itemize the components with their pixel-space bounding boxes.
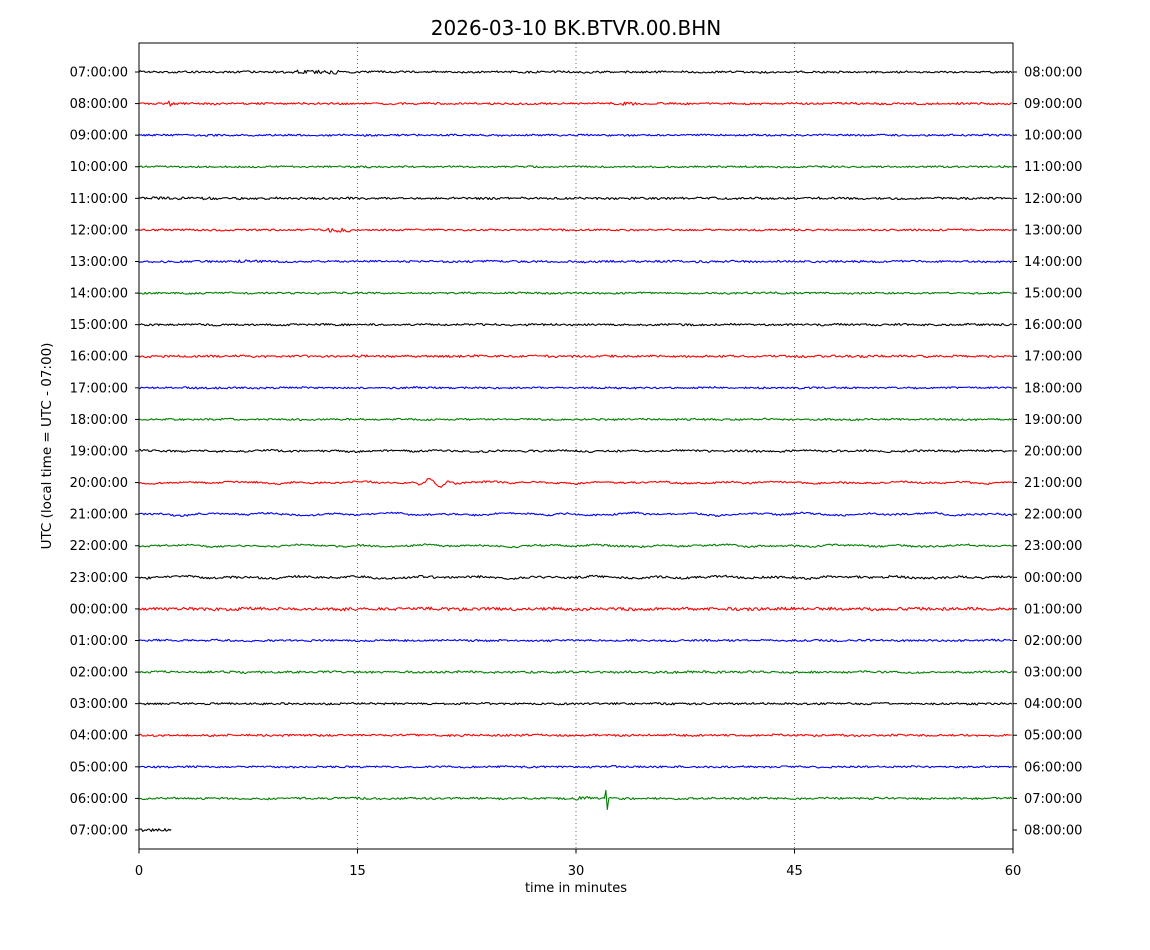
row-label-right: 17:00:00 [1024,350,1082,365]
trace-row-22-05:00:00 [139,765,1013,769]
trace-row-13-20:00:00 [138,478,1013,488]
row-label-left: 20:00:00 [70,476,128,491]
row-label-left: 23:00:00 [70,571,128,586]
trace-row-24-07:00:00 [138,828,172,832]
row-label-left: 10:00:00 [70,160,128,175]
plot-title: 2026-03-10 BK.BTVR.00.BHN [430,16,722,40]
row-label-left: 18:00:00 [70,413,128,428]
row-label-right: 20:00:00 [1024,444,1082,459]
row-label-left: 22:00:00 [70,539,128,554]
row-label-left: 01:00:00 [70,634,128,649]
trace-row-15-22:00:00 [138,543,1013,549]
row-label-right: 00:00:00 [1024,571,1082,586]
x-axis-label: time in minutes [524,881,628,896]
row-label-left: 21:00:00 [70,508,128,523]
row-label-left: 13:00:00 [70,255,128,270]
row-label-right: 12:00:00 [1024,192,1082,207]
trace-row-20-03:00:00 [138,701,1013,706]
x-tick-label: 60 [1005,864,1022,879]
x-tick-label: 15 [349,864,366,879]
row-label-left: 15:00:00 [70,318,128,333]
row-label-right: 04:00:00 [1024,697,1082,712]
row-label-left: 14:00:00 [70,287,128,302]
row-label-left: 03:00:00 [70,697,128,712]
trace-row-23-06:00:00 [138,789,1013,810]
row-label-left: 08:00:00 [70,97,128,112]
row-label-left: 04:00:00 [70,729,128,744]
row-label-right: 08:00:00 [1024,66,1082,81]
row-label-right: 18:00:00 [1024,381,1082,396]
x-tick-label: 30 [568,864,585,879]
x-tick-label: 0 [135,864,143,879]
row-label-right: 03:00:00 [1024,666,1082,681]
trace-row-7-14:00:00 [138,291,1013,295]
row-label-right: 07:00:00 [1024,792,1082,807]
row-label-left: 07:00:00 [70,823,128,838]
row-label-left: 11:00:00 [70,192,128,207]
trace-row-1-08:00:00 [138,100,1013,107]
row-label-left: 02:00:00 [70,666,128,681]
row-label-right: 14:00:00 [1024,255,1082,270]
row-label-left: 00:00:00 [70,602,128,617]
trace-row-4-11:00:00 [138,196,1013,201]
row-label-left: 16:00:00 [70,350,128,365]
trace-row-0-07:00:00 [138,69,1013,75]
row-label-right: 09:00:00 [1024,97,1082,112]
row-label-right: 21:00:00 [1024,476,1082,491]
row-label-right: 11:00:00 [1024,160,1082,175]
row-label-right: 16:00:00 [1024,318,1082,333]
row-label-right: 02:00:00 [1024,634,1082,649]
trace-row-10-17:00:00 [138,386,1013,390]
x-tick-label: 45 [786,864,803,879]
row-label-left: 05:00:00 [70,760,128,775]
row-label-right: 19:00:00 [1024,413,1082,428]
row-label-left: 09:00:00 [70,129,128,144]
trace-row-19-02:00:00 [138,670,1013,675]
trace-row-18-01:00:00 [138,638,1013,643]
row-label-left: 06:00:00 [70,792,128,807]
trace-row-17-00:00:00 [138,606,1013,612]
row-label-left: 17:00:00 [70,381,128,396]
row-label-right: 23:00:00 [1024,539,1082,554]
trace-row-2-09:00:00 [138,133,1013,137]
trace-row-14-21:00:00 [138,511,1013,518]
trace-row-5-12:00:00 [138,227,1012,233]
trace-row-21-04:00:00 [138,733,1012,738]
trace-row-3-10:00:00 [138,165,1012,169]
trace-row-11-18:00:00 [138,417,1013,422]
trace-row-12-19:00:00 [138,448,1013,454]
row-label-right: 22:00:00 [1024,508,1082,523]
row-label-right: 01:00:00 [1024,602,1082,617]
row-label-left: 07:00:00 [70,66,128,81]
y-axis-label: UTC (local time = UTC - 07:00) [39,342,55,550]
trace-row-16-23:00:00 [138,574,1013,581]
trace-row-6-13:00:00 [138,259,1013,264]
trace-row-9-16:00:00 [138,354,1013,359]
row-label-right: 08:00:00 [1024,823,1082,838]
row-label-right: 10:00:00 [1024,129,1082,144]
trace-row-8-15:00:00 [138,322,1013,327]
row-label-right: 05:00:00 [1024,729,1082,744]
row-label-right: 06:00:00 [1024,760,1082,775]
row-label-right: 15:00:00 [1024,287,1082,302]
row-label-right: 13:00:00 [1024,223,1082,238]
row-label-left: 19:00:00 [70,444,128,459]
row-label-left: 12:00:00 [70,223,128,238]
